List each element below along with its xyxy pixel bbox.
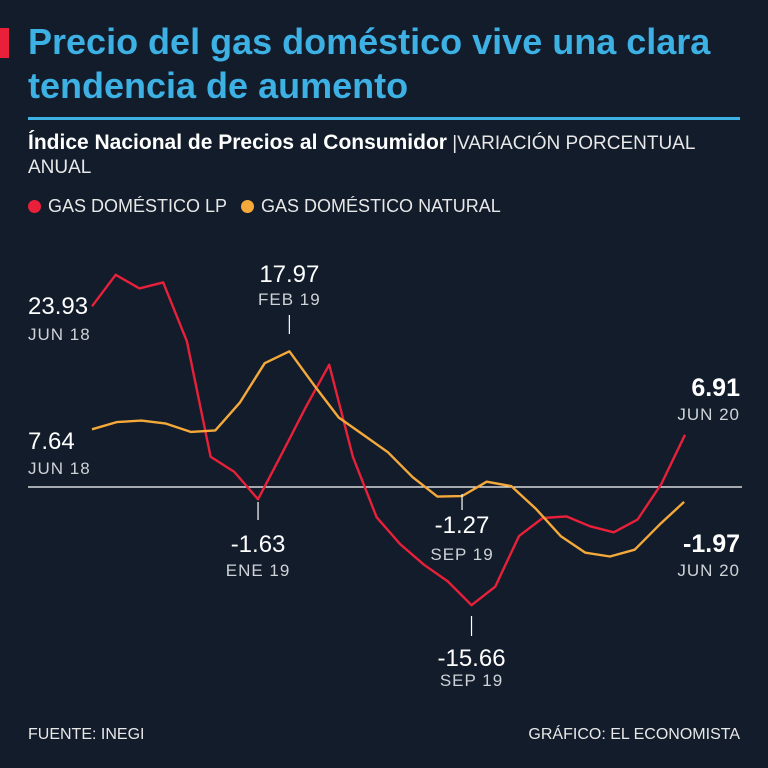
annotation-date: SEP 19 xyxy=(440,671,503,690)
line-chart: 23.93 JUN 18 7.64 JUN 18 -1.63 ENE 19 17.97 FEB… xyxy=(28,261,742,690)
annotation-date: JUN 18 xyxy=(28,459,91,478)
legend-label-natural: GAS DOMÉSTICO NATURAL xyxy=(261,196,501,216)
annotation-date: FEB 19 xyxy=(258,290,321,309)
series-line-natural xyxy=(91,350,685,558)
annotation-value: -1.27 xyxy=(435,512,490,539)
annotation-date: JUN 20 xyxy=(677,405,740,424)
legend-dot-natural xyxy=(241,200,255,213)
chart-legend: GAS DOMÉSTICO LP GAS DOMÉSTICO NATURAL xyxy=(28,196,515,217)
annotation-value: -15.66 xyxy=(437,645,505,672)
annotation-value: 7.64 xyxy=(28,428,75,455)
annotation-value: 17.97 xyxy=(259,261,319,288)
legend-item-lp: GAS DOMÉSTICO LP xyxy=(28,196,227,217)
annotation-date: JUN 20 xyxy=(677,561,740,580)
annotation-value: 23.93 xyxy=(28,293,88,320)
annotation-value: 6.91 xyxy=(691,374,740,402)
annotation-value: -1.97 xyxy=(683,530,740,558)
annotation-date: JUN 18 xyxy=(28,325,91,344)
source-note: FUENTE: INEGI xyxy=(28,726,145,743)
credit-note: GRÁFICO: EL ECONOMISTA xyxy=(528,726,740,743)
accent-bar xyxy=(0,28,9,58)
legend-dot-lp xyxy=(28,200,41,213)
annotation-value: -1.63 xyxy=(231,531,286,558)
annotations-layer: 23.93 JUN 18 7.64 JUN 18 -1.63 ENE 19 17.97 FEB… xyxy=(28,261,740,690)
annotation-date: ENE 19 xyxy=(226,561,291,580)
annotation-date: SEP 19 xyxy=(430,545,493,564)
legend-item-natural: GAS DOMÉSTICO NATURAL xyxy=(241,196,501,217)
legend-label-lp: GAS DOMÉSTICO LP xyxy=(48,196,228,216)
series-line-lp xyxy=(91,273,687,607)
subtitle-unit: |VARIACIÓN PORCENTUAL ANUAL xyxy=(28,133,695,178)
title-divider xyxy=(28,117,740,120)
subtitle-main: Índice Nacional de Precios al Consumidor xyxy=(28,131,447,154)
page-title: Precio del gas doméstico vive una clara … xyxy=(28,21,711,106)
series-layer xyxy=(91,273,687,607)
chart-subtitle: Índice Nacional de Precios al Consumidor… xyxy=(28,131,728,180)
